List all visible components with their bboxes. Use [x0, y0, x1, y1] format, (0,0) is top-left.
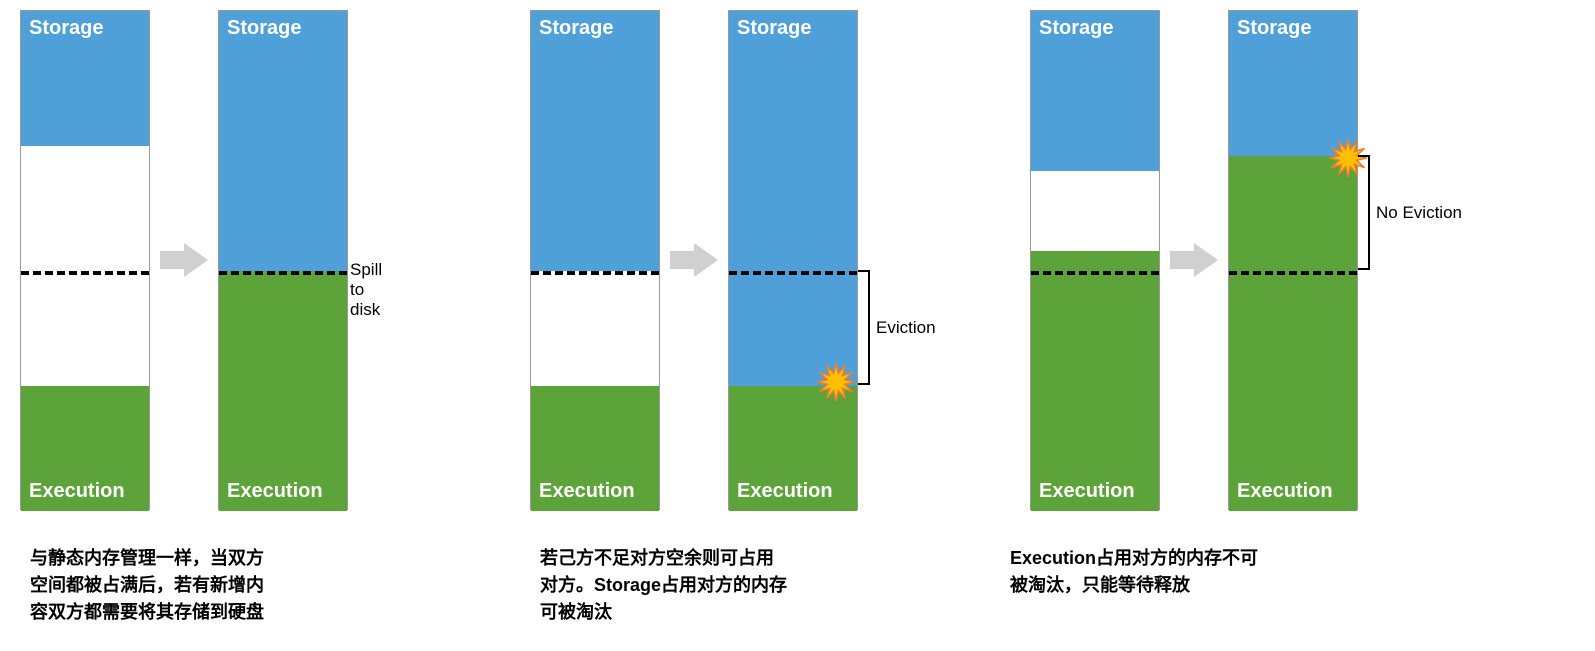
boundary-line	[21, 271, 149, 275]
storage-label: Storage	[1039, 17, 1113, 40]
caption-2: Execution占用对方的内存不可被淘汰，只能等待释放	[1010, 545, 1258, 599]
memory-bar-0-0: Storage Execution	[20, 10, 150, 510]
caption-1: 若己方不足对方空余则可占用对方。Storage占用对方的内存可被淘汰	[540, 545, 787, 626]
execution-label: Execution	[539, 480, 635, 503]
panel-group-2: StorageExecutionStorageExecutionNo Evict…	[1030, 10, 1358, 510]
storage-label: Storage	[227, 17, 301, 40]
storage-label: Storage	[539, 17, 613, 40]
boundary-line	[531, 271, 659, 275]
storage-segment	[531, 11, 659, 271]
arrow-icon	[160, 243, 208, 277]
execution-segment	[219, 271, 347, 511]
execution-segment	[1229, 156, 1357, 511]
execution-segment	[1031, 251, 1159, 511]
bracket: Eviction	[860, 270, 870, 385]
boundary-line	[1031, 271, 1159, 275]
storage-label: Storage	[1237, 17, 1311, 40]
caption-0: 与静态内存管理一样，当双方空间都被占满后，若有新增内容双方都需要将其存储到硬盘	[30, 545, 264, 626]
bracket: No Eviction	[1360, 155, 1370, 270]
burst-icon	[817, 363, 855, 401]
memory-bar-1-0: Storage Execution	[530, 10, 660, 510]
execution-label: Execution	[227, 480, 323, 503]
execution-label: Execution	[1039, 480, 1135, 503]
boundary-line	[729, 271, 857, 275]
storage-label: Storage	[29, 17, 103, 40]
memory-bar-1-1: Storage Execution	[728, 10, 858, 510]
execution-label: Execution	[1237, 480, 1333, 503]
boundary-line	[1229, 271, 1357, 275]
bracket-label: Eviction	[876, 318, 936, 338]
bar-pair: Storage Execution Storage Execution	[20, 10, 348, 510]
arrow-icon	[1170, 243, 1218, 277]
bar-pair: Storage Execution Storage Execution	[530, 10, 858, 510]
storage-segment	[219, 11, 347, 271]
execution-label: Execution	[29, 480, 125, 503]
annotation-note: Spill to disk	[350, 260, 382, 320]
bar-pair: Storage Execution Storage Execution	[1030, 10, 1358, 510]
panel-group-0: StorageExecutionStorageExecutionSpill to…	[20, 10, 348, 510]
memory-bar-2-0: Storage Execution	[1030, 10, 1160, 510]
boundary-line	[219, 271, 347, 275]
memory-bar-0-1: Storage Execution	[218, 10, 348, 510]
memory-bar-2-1: Storage Execution	[1228, 10, 1358, 510]
arrow-icon	[670, 243, 718, 277]
storage-segment	[729, 11, 857, 386]
panel-group-1: StorageExecutionStorageExecutionEviction	[530, 10, 858, 510]
execution-label: Execution	[737, 480, 833, 503]
bracket-label: No Eviction	[1376, 203, 1462, 223]
storage-label: Storage	[737, 17, 811, 40]
